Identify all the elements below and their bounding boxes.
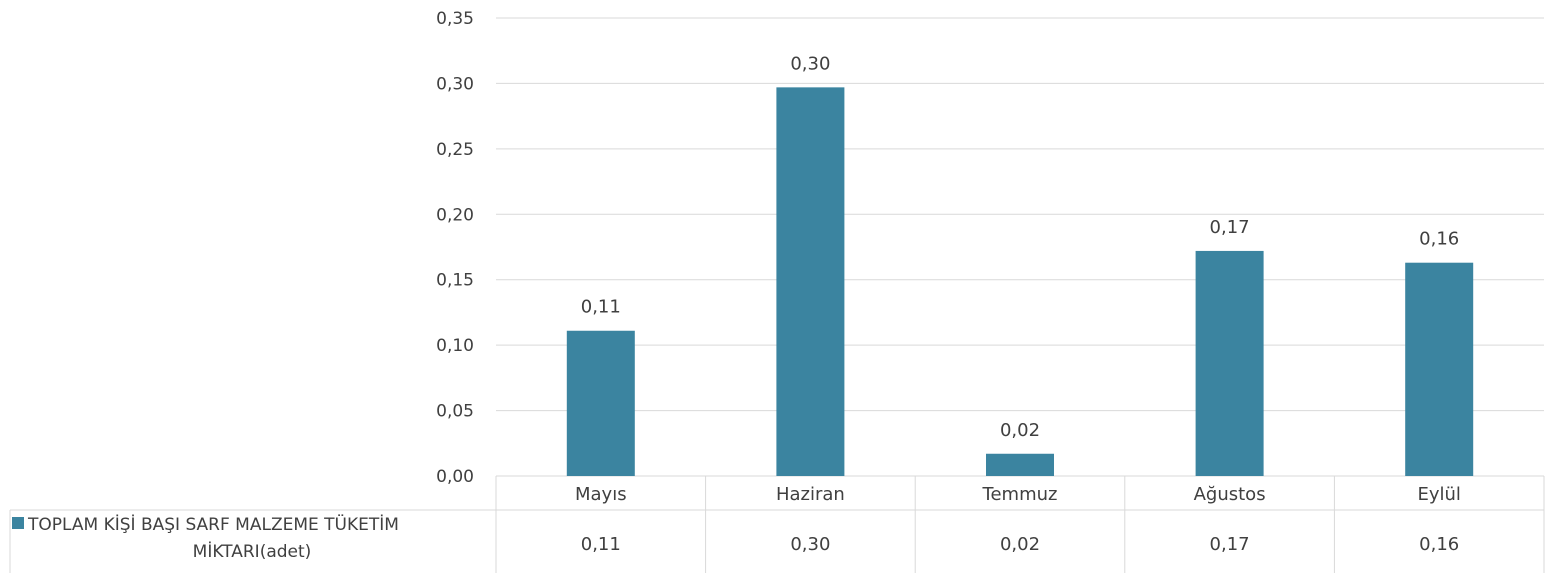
y-tick-label: 0,30 <box>436 74 474 94</box>
table-value-cell: 0,16 <box>1419 534 1459 555</box>
table-value-cell: 0,17 <box>1210 534 1250 555</box>
bar <box>986 453 1054 476</box>
x-category-label: Haziran <box>776 484 845 505</box>
legend-swatch <box>12 517 24 529</box>
bars <box>566 87 1474 477</box>
y-tick-label: 0,10 <box>436 336 474 356</box>
bar <box>566 330 635 476</box>
y-axis-ticks: 0,00 0,05 0,10 0,15 0,20 0,25 0,30 0,35 <box>436 9 474 487</box>
table-value-cell: 0,30 <box>790 534 830 555</box>
legend: TOPLAM KİŞİ BAŞI SARF MALZEME TÜKETİM Mİ… <box>12 513 399 562</box>
data-label: 0,17 <box>1210 217 1250 238</box>
table-value-cell: 0,02 <box>1000 534 1040 555</box>
bar <box>776 87 845 477</box>
x-category-label: Mayıs <box>575 484 627 505</box>
legend-label-line-1: TOPLAM KİŞİ BAŞI SARF MALZEME TÜKETİM <box>27 513 399 535</box>
bar <box>1195 250 1264 476</box>
data-labels: 0,11 0,30 0,02 0,17 0,16 <box>581 53 1459 440</box>
table-value-cell: 0,11 <box>581 534 621 555</box>
x-category-label: Eylül <box>1417 484 1460 505</box>
y-tick-label: 0,05 <box>436 402 474 422</box>
y-tick-label: 0,00 <box>436 467 474 487</box>
x-category-label: Temmuz <box>982 484 1058 505</box>
y-tick-label: 0,20 <box>436 205 474 225</box>
data-label: 0,16 <box>1419 229 1459 250</box>
y-tick-label: 0,35 <box>436 9 474 29</box>
data-label: 0,30 <box>790 53 830 74</box>
data-label: 0,11 <box>581 297 621 318</box>
x-category-label: Ağustos <box>1194 484 1266 505</box>
data-table: Mayıs 0,11 Haziran 0,30 Temmuz 0,02 Ağustos 0,1… <box>9 476 1545 573</box>
data-label: 0,02 <box>1000 420 1040 441</box>
legend-label-line-2: MİKTARI(adet) <box>193 541 312 562</box>
gridlines <box>496 17 1544 477</box>
y-tick-label: 0,15 <box>436 271 474 291</box>
bar <box>1405 262 1474 476</box>
y-tick-label: 0,25 <box>436 140 474 160</box>
